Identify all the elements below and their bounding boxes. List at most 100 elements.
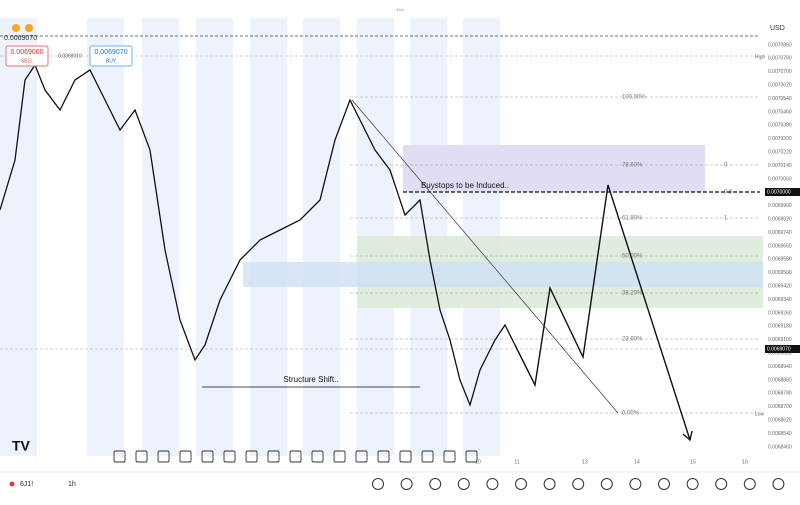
price-path (0, 63, 516, 408)
price-label: 0.0070140 (768, 163, 792, 169)
tool-button[interactable] (572, 478, 585, 490)
time-label: 16 (742, 459, 748, 465)
stripe (0, 18, 37, 456)
price-label: 0.0069260 (768, 310, 792, 316)
stripe (303, 18, 340, 456)
sell-label: SELL (21, 58, 33, 64)
trend-line (351, 99, 619, 414)
stripe (87, 18, 124, 456)
draw-tool[interactable] (333, 450, 346, 463)
draw-tool[interactable] (135, 450, 148, 463)
stripe (250, 18, 287, 456)
draw-tool[interactable] (245, 450, 258, 463)
tool-button[interactable] (543, 478, 556, 490)
draw-tool[interactable] (223, 450, 236, 463)
draw-tool[interactable] (113, 450, 126, 463)
price-label: 0.0068700 (768, 404, 792, 410)
tool-button[interactable] (715, 478, 728, 490)
fib-label: 100.00% (622, 95, 646, 101)
tool-button[interactable] (600, 478, 613, 490)
price-label: 0.0069500 (768, 270, 792, 276)
high-tag: High (755, 54, 766, 60)
price-label: 0.0069420 (768, 284, 792, 290)
price-label: 0.0068460 (768, 444, 792, 450)
price-axis: 0.0070860 0.0070780 0.0070700 0.0070620 0.00… (768, 42, 792, 450)
annotation: Buystops to be Induced.. (421, 181, 509, 190)
price-label: 0.0070380 (768, 123, 792, 129)
fib-lines: 100.00% 78.60% 61.80% 50.00% 38.20% 23.60% 0.0… (350, 95, 760, 417)
fvg-zone (243, 262, 763, 287)
fib-label: 0.00% (622, 411, 640, 417)
currency[interactable]: USD (770, 25, 785, 32)
draw-tool[interactable] (267, 450, 280, 463)
menu-dots[interactable]: ... (396, 3, 404, 14)
level-tag: 0.0070000 (767, 189, 791, 195)
tool-button[interactable] (743, 478, 756, 490)
draw-tool[interactable] (157, 450, 170, 463)
symbol[interactable]: 6J1! (20, 481, 33, 488)
projection-path (514, 184, 691, 441)
level-tag-bg (765, 345, 800, 353)
live-dot (9, 481, 15, 487)
price-label: 0.0069660 (768, 243, 792, 249)
price-label: 0.0070780 (768, 56, 792, 62)
time-label: 14 (634, 459, 640, 465)
price-label: 0.0069740 (768, 230, 792, 236)
buystop-zone (403, 145, 705, 192)
draw-tool[interactable] (201, 450, 214, 463)
price-label: 0.0069020 (768, 351, 792, 357)
draw-tool[interactable] (289, 450, 302, 463)
price-label: 0.0069340 (768, 297, 792, 303)
level-tag-bg (765, 188, 800, 196)
price-label: 0.0069820 (768, 217, 792, 223)
status-dot (12, 24, 20, 32)
tool-button[interactable] (372, 478, 384, 490)
tool-button[interactable] (629, 478, 642, 490)
draw-tool[interactable] (311, 450, 324, 463)
time-axis: 10 11 13 14 15 16 (475, 459, 748, 465)
fib-mark: 1 (724, 216, 728, 222)
price-label: 0.0070700 (768, 69, 792, 75)
drawing-toolbar (113, 450, 478, 463)
logo: TV (12, 438, 31, 454)
annotation: Structure Shift.. (283, 375, 338, 384)
tool-button[interactable] (486, 478, 499, 490)
spread-price: 0.0069010 (58, 53, 82, 59)
tool-button[interactable] (686, 478, 699, 490)
draw-tool[interactable] (443, 450, 456, 463)
price-label: 0.0070060 (768, 176, 792, 182)
fib-label: 38.20% (622, 291, 643, 297)
draw-tool[interactable] (179, 450, 192, 463)
sell-price: 0.0069060 (10, 49, 43, 56)
status-dot (25, 24, 33, 32)
price-label: 0.0069180 (768, 324, 792, 330)
sell-button[interactable] (5, 45, 49, 67)
tool-button[interactable] (772, 478, 785, 490)
price-label: 0.0070460 (768, 109, 792, 115)
tool-button[interactable] (658, 478, 670, 490)
tool-button[interactable] (400, 478, 413, 490)
draw-tool[interactable] (399, 450, 412, 463)
buy-button[interactable] (89, 45, 133, 67)
price-label: 0.0070300 (768, 136, 792, 142)
tool-button[interactable] (515, 478, 527, 490)
draw-tool[interactable] (355, 450, 368, 463)
time-label: 11 (514, 459, 519, 465)
draw-tool[interactable] (377, 450, 390, 463)
draw-tool[interactable] (465, 450, 478, 463)
interval[interactable]: 1h (68, 481, 76, 488)
tool-button[interactable] (429, 478, 442, 490)
time-label: 10 (475, 459, 481, 465)
tool-button[interactable] (457, 478, 470, 490)
fib-label: 61.80% (622, 216, 643, 222)
price-label: 0.0069900 (768, 203, 792, 209)
buy-label: BUY (106, 58, 117, 64)
price-label: 0.0070220 (768, 150, 792, 156)
time-label: 13 (582, 459, 588, 465)
fib-label: 78.60% (622, 163, 643, 169)
fib-label: 23.60% (622, 337, 643, 343)
price-label: 0.0070860 (768, 42, 792, 48)
draw-tool[interactable] (421, 450, 434, 463)
price-label: 0.0068780 (768, 391, 792, 397)
